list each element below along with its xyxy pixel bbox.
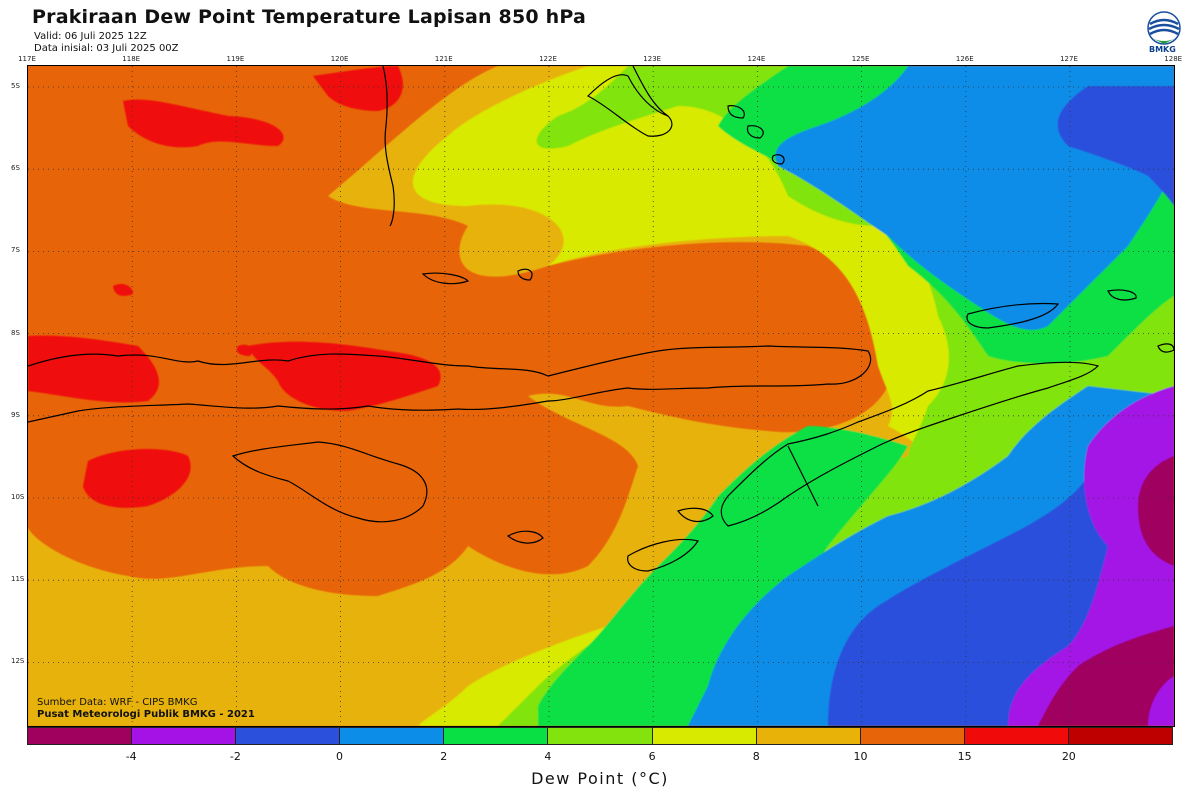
lon-tick-label: 119E — [226, 55, 245, 63]
lon-tick-label: 122E — [539, 55, 557, 63]
colorbar-tick-label: 15 — [957, 750, 972, 763]
colorbar-segment — [548, 728, 653, 744]
colorbar-tick-label: 10 — [853, 750, 868, 763]
colorbar-segment — [444, 728, 549, 744]
lon-tick-label: 123E — [643, 55, 662, 63]
lon-tick-label: 128E — [1164, 55, 1183, 63]
colorbar-title: Dew Point (°C) — [531, 769, 669, 788]
colorbar-segment — [340, 728, 445, 744]
colorbar-segment — [28, 728, 133, 744]
dewpoint-map — [27, 65, 1175, 727]
field-15-20-g — [236, 344, 253, 356]
colorbar-tick-label: 8 — [752, 750, 760, 763]
lat-tick-label: 10S — [11, 493, 25, 501]
lon-tick-label: 120E — [330, 55, 349, 63]
colorbar-tick-label: -4 — [125, 750, 137, 763]
lat-tick-label: 12S — [11, 657, 25, 666]
organization-credit: Pusat Meteorologi Publik BMKG - 2021 — [37, 709, 255, 720]
field-15-20-c — [28, 335, 159, 403]
colorbar-segment — [1068, 728, 1173, 744]
logo-text: BMKG — [1149, 45, 1176, 54]
lon-tick-label: 117E — [18, 55, 36, 63]
lon-tick-label: 121E — [434, 55, 453, 63]
colorbar-tick-label: 2 — [440, 750, 448, 763]
lat-tick-label: 11S — [11, 575, 25, 584]
colorbar-segment — [132, 728, 237, 744]
data-source-credit: Sumber Data: WRF - CIPS BMKG — [37, 697, 198, 708]
colorbar-segment — [860, 728, 965, 744]
map-canvas — [28, 66, 1174, 726]
colorbar-segment — [652, 728, 757, 744]
field-m2-0 — [828, 86, 1174, 726]
lon-tick-label: 127E — [1060, 55, 1078, 63]
colorbar-tick-label: 4 — [544, 750, 552, 763]
colorbar-tick-label: -2 — [229, 750, 241, 763]
lat-tick-label: 5S — [11, 82, 20, 90]
lat-tick-label: 9S — [11, 410, 20, 419]
colorbar-tick-label: 0 — [336, 750, 344, 763]
field-15-20-b — [313, 66, 403, 111]
lat-tick-label: 8S — [11, 328, 20, 337]
map-title: Prakiraan Dew Point Temperature Lapisan … — [32, 6, 586, 28]
lon-tick-label: 125E — [851, 55, 870, 63]
valid-time: Valid: 06 Juli 2025 12Z — [34, 31, 147, 42]
field-below-m4 — [1038, 456, 1174, 726]
colorbar-segment — [236, 728, 341, 744]
lon-tick-label: 126E — [955, 55, 974, 63]
colorbar-segment — [964, 728, 1069, 744]
lon-tick-label: 124E — [747, 55, 766, 63]
coastlines — [28, 66, 1174, 572]
colorbar-tick-label: 20 — [1061, 750, 1076, 763]
field-15-20-f — [113, 283, 133, 296]
colorbar-segment — [756, 728, 861, 744]
colorbar-tick-label: 6 — [648, 750, 656, 763]
lon-tick-label: 118E — [122, 55, 141, 63]
field-15-20-a — [123, 99, 284, 148]
lat-tick-label: 6S — [11, 164, 20, 173]
field-15-20-e — [83, 449, 191, 508]
bmkg-logo-icon — [1147, 11, 1181, 45]
initial-time: Data inisial: 03 Juli 2025 00Z — [34, 43, 179, 54]
colorbar-legend — [27, 727, 1173, 745]
lat-tick-label: 7S — [11, 246, 20, 255]
lat-lon-grid — [28, 66, 1174, 726]
